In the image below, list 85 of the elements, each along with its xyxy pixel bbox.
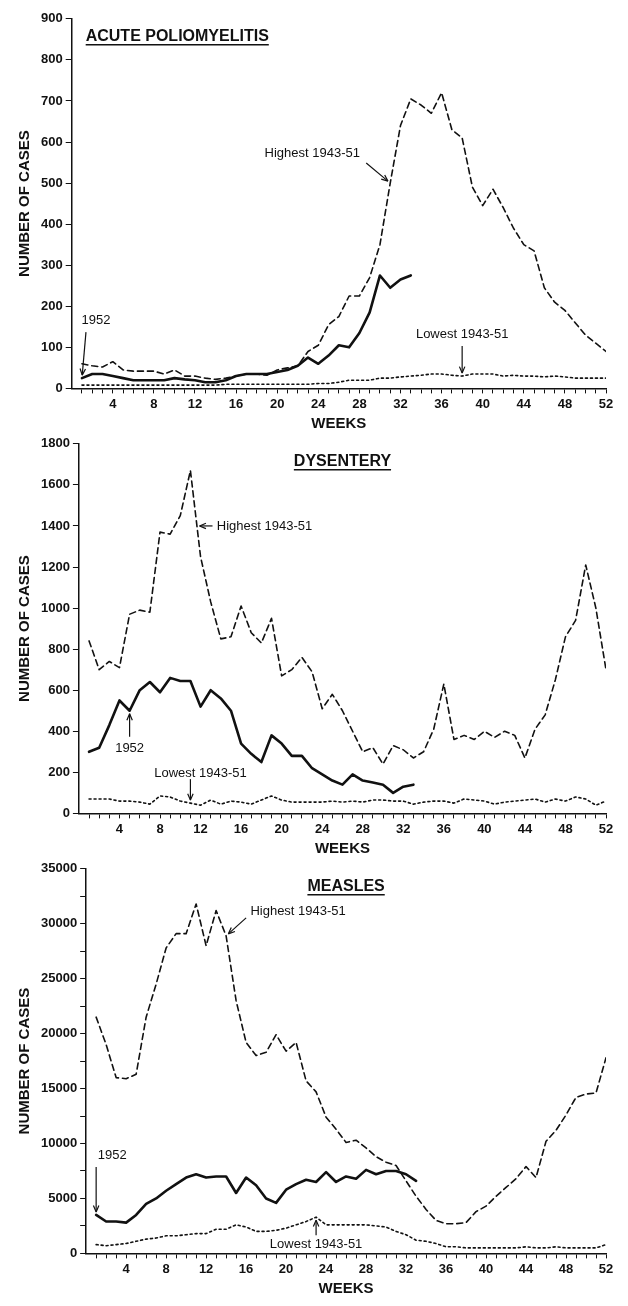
- x-tick-label: 44: [518, 1260, 535, 1276]
- x-tick-label: 16: [238, 1260, 254, 1276]
- y-tick-label: 15000: [40, 1080, 78, 1096]
- x-tick-label: 36: [434, 395, 449, 411]
- y-tick-label: 5000: [48, 1190, 78, 1206]
- annotation: Highest 1943-51: [216, 517, 313, 533]
- y-tick-label: 0: [62, 804, 70, 820]
- annotation: Highest 1943-51: [250, 903, 346, 919]
- y-tick-label: 400: [48, 722, 70, 738]
- x-axis-title: WEEKS: [311, 414, 367, 432]
- x-tick-label: 8: [150, 395, 158, 411]
- x-tick-label: 28: [352, 395, 367, 411]
- y-tick-label: 200: [40, 297, 63, 313]
- x-tick-label: 48: [557, 395, 573, 411]
- text: MEASLES: [307, 876, 386, 894]
- y-tick-label: 25000: [40, 970, 78, 986]
- annotation: Lowest 1943-51: [154, 764, 247, 780]
- x-tick-label: 28: [358, 1260, 374, 1276]
- y-tick-label: 1000: [41, 599, 70, 615]
- y-tick-label: 10000: [40, 1135, 78, 1151]
- y-tick-label: 600: [40, 133, 63, 149]
- x-tick-label: 44: [517, 820, 533, 836]
- annotation: Highest 1943-51: [264, 144, 360, 160]
- x-tick-label: 52: [598, 395, 614, 411]
- x-tick-label: 8: [156, 820, 164, 836]
- y-tick-label: 200: [48, 763, 70, 779]
- y-tick-label: 900: [40, 10, 63, 26]
- y-axis-title: NUMBER OF CASES: [15, 987, 33, 1135]
- text: ACUTE POLIOMYELITIS: [85, 26, 270, 44]
- y-tick-label: 0: [55, 379, 63, 395]
- y-axis-title: NUMBER OF CASES: [15, 130, 33, 277]
- y-tick-label: 1400: [41, 517, 70, 533]
- y-tick-label: 700: [40, 92, 63, 108]
- x-tick-label: 40: [478, 1260, 494, 1276]
- x-tick-label: 20: [269, 395, 285, 411]
- annotation: 1952: [115, 740, 145, 756]
- y-tick-label: 100: [40, 338, 63, 354]
- y-tick-label: 800: [40, 51, 63, 67]
- x-tick-label: 4: [109, 395, 118, 411]
- x-tick-label: 8: [162, 1260, 170, 1276]
- x-tick-label: 32: [398, 1260, 414, 1276]
- x-tick-label: 36: [438, 1260, 454, 1276]
- x-tick-label: 40: [477, 820, 492, 836]
- y-tick-label: 1200: [41, 558, 70, 574]
- y-tick-label: 400: [40, 215, 63, 231]
- x-tick-label: 24: [314, 820, 331, 836]
- y-tick-label: 500: [40, 174, 63, 190]
- x-tick-label: 48: [558, 1260, 574, 1276]
- x-axis-title: WEEKS: [314, 839, 370, 857]
- y-axis-title: NUMBER OF CASES: [15, 555, 33, 702]
- x-tick-label: 20: [274, 820, 289, 836]
- x-tick-label: 36: [436, 820, 452, 836]
- x-tick-label: 48: [558, 820, 573, 836]
- x-tick-label: 40: [475, 395, 490, 411]
- x-tick-label: 16: [228, 395, 244, 411]
- x-tick-label: 12: [198, 1260, 214, 1276]
- x-tick-label: 52: [598, 820, 614, 836]
- y-tick-label: 800: [48, 640, 70, 656]
- x-tick-label: 12: [187, 395, 203, 411]
- x-tick-label: 4: [115, 820, 124, 836]
- y-tick-label: 1600: [41, 476, 70, 492]
- x-axis-title: WEEKS: [318, 1279, 374, 1297]
- y-tick-label: 20000: [40, 1025, 78, 1041]
- annotation: 1952: [81, 311, 111, 327]
- x-tick-label: 28: [355, 820, 370, 836]
- x-tick-label: 32: [393, 395, 408, 411]
- x-tick-label: 4: [122, 1260, 131, 1276]
- x-tick-label: 12: [193, 820, 208, 836]
- annotation: Lowest 1943-51: [269, 1235, 363, 1251]
- annotation: 1952: [97, 1146, 127, 1162]
- x-tick-label: 24: [311, 395, 327, 411]
- x-tick-label: 44: [516, 395, 532, 411]
- y-tick-label: 600: [48, 681, 70, 697]
- x-tick-label: 16: [233, 820, 249, 836]
- y-tick-label: 30000: [40, 915, 78, 931]
- x-tick-label: 52: [598, 1260, 614, 1276]
- y-tick-label: 1800: [41, 435, 70, 451]
- annotation: Lowest 1943-51: [415, 325, 509, 341]
- y-tick-label: 35000: [40, 860, 78, 876]
- y-tick-label: 300: [40, 256, 63, 272]
- y-tick-label: 0: [69, 1244, 78, 1260]
- x-tick-label: 24: [318, 1260, 335, 1276]
- x-tick-label: 32: [396, 820, 411, 836]
- text: DYSENTERY: [293, 451, 392, 469]
- x-tick-label: 20: [278, 1260, 294, 1276]
